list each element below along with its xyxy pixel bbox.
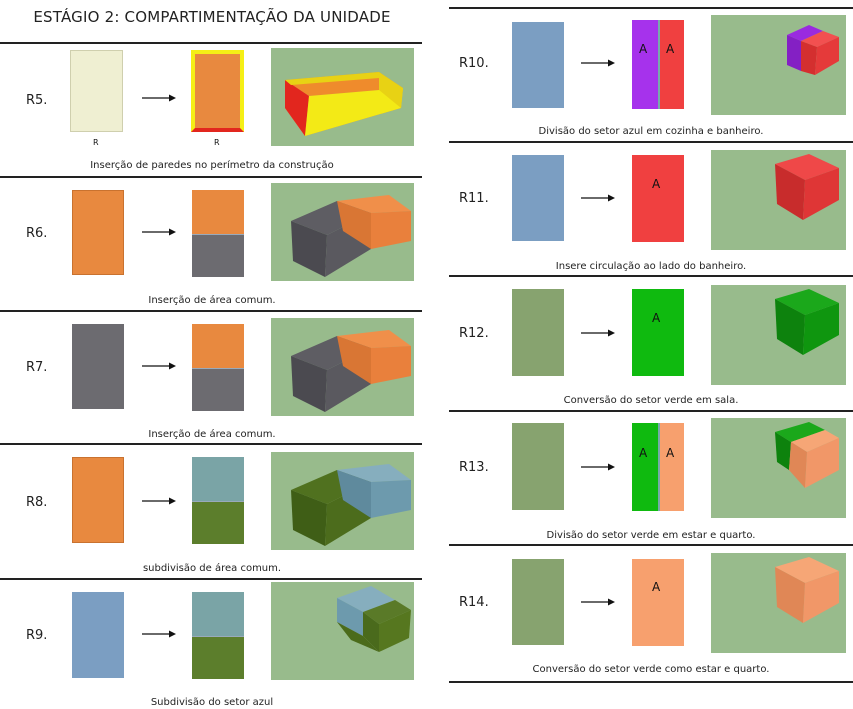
rule-caption: subdivisão de área comum. [142,563,282,574]
before-shape-blue [512,155,564,241]
after-shape-green [632,289,684,376]
divider [449,7,853,9]
tag-label: A [666,446,675,460]
thumbnail-3d-living [711,285,846,385]
thumbnail-3d-subdivision [271,452,414,550]
tag-label: A [652,311,661,325]
after-shape-walls [191,50,244,132]
before-shape-cream [70,50,123,132]
after-shape-teal-top [192,457,244,501]
after-shape-gray-bottom [192,234,244,277]
divider [449,275,853,277]
after-shape-green [632,423,658,511]
arrow-icon [581,463,615,471]
divider [0,176,422,178]
arrow-icon [142,362,176,370]
rule-caption: Inserção de área comum. [148,295,276,306]
divider [0,443,422,445]
arrow-icon [142,497,176,505]
before-shape-sage [512,289,564,376]
rule-label: R10. [459,56,489,71]
divider [449,141,853,143]
divider [0,310,422,312]
divider [449,544,853,546]
before-shape-sage [512,559,564,645]
before-shape-sage [512,423,564,510]
before-shape-orange [72,457,124,543]
tag-label: A [652,177,661,191]
rule-caption: Divisão do setor verde em estar e quarto… [546,530,756,541]
thumbnail-3d-living-bedroom-final [711,553,846,653]
after-shape-salmon [632,559,684,646]
rule-caption: Divisão do setor azul em cozinha e banhe… [538,126,764,137]
after-shape-orange-top [192,190,244,234]
after-shape-red [632,155,684,242]
after-shape-olive-bottom [192,501,244,544]
arrow-icon [142,228,176,236]
thumbnail-3d-living-bedroom [711,418,846,518]
base-label: R [214,138,220,147]
base-label: R [93,138,99,147]
rule-label: R5. [26,93,48,108]
divider [0,42,422,44]
rule-caption: Inserção de paredes no perímetro da cons… [90,160,334,171]
after-shape-purple [632,20,658,109]
arrow-icon [142,630,176,638]
divider [449,410,853,412]
thumbnail-3d-blue-subdivision [271,582,414,680]
thumbnail-3d-common-area [271,183,414,281]
rule-caption: Inserção de área comum. [148,429,276,440]
thumbnail-3d-circulation [711,150,846,250]
rule-label: R12. [459,326,489,341]
thumbnail-3d-common-area [271,318,414,416]
rule-label: R6. [26,226,48,241]
after-shape-salmon [658,423,684,511]
thumbnail-3d-kitchen-bath [711,15,846,115]
rule-caption: Conversão do setor verde em sala. [563,395,739,406]
tag-label: A [666,42,675,56]
after-shape-red [658,20,684,109]
rule-label: R9. [26,628,48,643]
after-shape-orange-top [192,324,244,368]
page-title: ESTÁGIO 2: COMPARTIMENTAÇÃO DA UNIDADE [33,8,391,26]
thumbnail-3d-walls [271,48,414,146]
before-shape-gray [72,324,124,409]
before-shape-orange [72,190,124,275]
arrow-icon [581,59,615,67]
rule-caption: Subdivisão do setor azul [150,697,274,708]
arrow-icon [581,598,615,606]
divider [0,578,422,580]
rule-label: R7. [26,360,48,375]
after-shape-gray-bottom [192,368,244,411]
arrow-icon [581,194,615,202]
arrow-icon [142,94,176,102]
divider [449,681,853,683]
tag-label: A [639,446,648,460]
arrow-icon [581,329,615,337]
after-shape-teal-top [192,592,244,636]
before-shape-blue [72,592,124,678]
rule-label: R13. [459,460,489,475]
rule-label: R11. [459,191,489,206]
rule-label: R14. [459,595,489,610]
tag-label: A [652,580,661,594]
after-shape-olive-bottom [192,636,244,679]
rule-caption: Insere circulação ao lado do banheiro. [555,261,747,272]
rule-label: R8. [26,495,48,510]
before-shape-blue [512,22,564,108]
tag-label: A [639,42,648,56]
rule-caption: Conversão do setor verde como estar e qu… [532,664,770,675]
